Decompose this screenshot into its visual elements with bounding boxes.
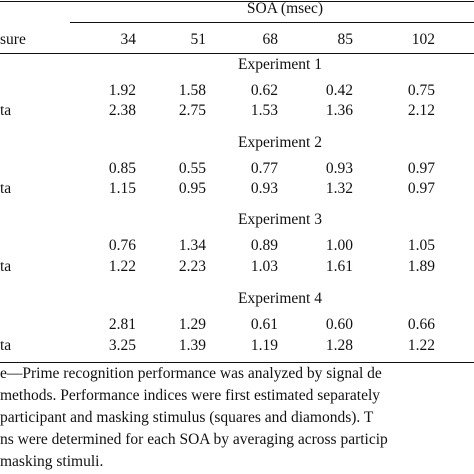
- experiment-title: Experiment 3: [238, 211, 322, 228]
- soa-underline: [70, 22, 474, 23]
- table-cell: 3.25: [108, 337, 136, 354]
- table-cell: 2.38: [108, 102, 136, 119]
- header-rule: [0, 53, 474, 54]
- row-label: ta: [0, 337, 12, 354]
- table-cell: 1.19: [250, 337, 278, 354]
- table-note-line: participant and masking stimulus (square…: [0, 409, 374, 426]
- table-cell: 1.34: [178, 237, 206, 254]
- table-cell: 0.95: [178, 180, 206, 197]
- table-cell: 0.55: [178, 160, 206, 177]
- row-label: ta: [0, 180, 12, 197]
- table-cell: 0.85: [108, 160, 136, 177]
- bottom-rule: [0, 362, 474, 363]
- table-cell: 1.39: [178, 337, 206, 354]
- experiment-title: Experiment 2: [238, 134, 322, 151]
- table-cell: 0.89: [250, 237, 278, 254]
- table-cell: 1.92: [108, 82, 136, 99]
- column-header-34: 34: [120, 31, 137, 48]
- table-cell: 1.29: [178, 316, 206, 333]
- table-cell: 2.81: [108, 316, 136, 333]
- table-cell: 0.42: [325, 82, 353, 99]
- table-cell: 1.61: [325, 258, 353, 275]
- table-note-line: methods. Performance indices were first …: [0, 387, 381, 404]
- table-cell: 1.22: [407, 337, 435, 354]
- column-header-51: 51: [190, 31, 207, 48]
- table-cell: 2.75: [178, 102, 206, 119]
- table-cell: 0.76: [108, 237, 136, 254]
- table-cell: 0.75: [407, 82, 435, 99]
- table-cell: 0.61: [250, 316, 278, 333]
- table-cell: 0.97: [407, 180, 435, 197]
- row-label: ta: [0, 258, 12, 275]
- soa-header: SOA (msec): [246, 0, 324, 17]
- table-cell: 1.53: [250, 102, 278, 119]
- table-cell: 0.66: [407, 316, 435, 333]
- experiment-title: Experiment 4: [238, 290, 322, 307]
- table-cell: 0.93: [325, 160, 353, 177]
- table-cell: 1.15: [108, 180, 136, 197]
- table-cell: 1.28: [325, 337, 353, 354]
- table-cell: 1.32: [325, 180, 353, 197]
- top-rule: [0, 1, 474, 2]
- table-cell: 1.00: [325, 237, 353, 254]
- experiment-title: Experiment 1: [238, 56, 322, 73]
- column-header-85: 85: [337, 31, 354, 48]
- table-cell: 0.62: [250, 82, 278, 99]
- table-cell: 1.22: [108, 258, 136, 275]
- table-cell: 1.03: [250, 258, 278, 275]
- table-cell: 2.23: [178, 258, 206, 275]
- table-cell: 0.93: [250, 180, 278, 197]
- column-header-68: 68: [262, 31, 279, 48]
- table-cell: 1.36: [325, 102, 353, 119]
- table-cell: 1.05: [407, 237, 435, 254]
- table-cell: 0.60: [325, 316, 353, 333]
- column-header-102: 102: [411, 31, 435, 48]
- table-note-line: e—Prime recognition performance was anal…: [0, 365, 382, 382]
- row-label: ta: [0, 102, 12, 119]
- measure-header: sure: [0, 31, 26, 48]
- table-cell: 0.77: [250, 160, 278, 177]
- table-cell: 2.12: [407, 102, 435, 119]
- table-cell: 1.58: [178, 82, 206, 99]
- table-cell: 0.97: [407, 160, 435, 177]
- table-note-line: masking stimuli.: [0, 453, 104, 470]
- table-cell: 1.89: [407, 258, 435, 275]
- table-note-line: ns were determined for each SOA by avera…: [0, 431, 388, 448]
